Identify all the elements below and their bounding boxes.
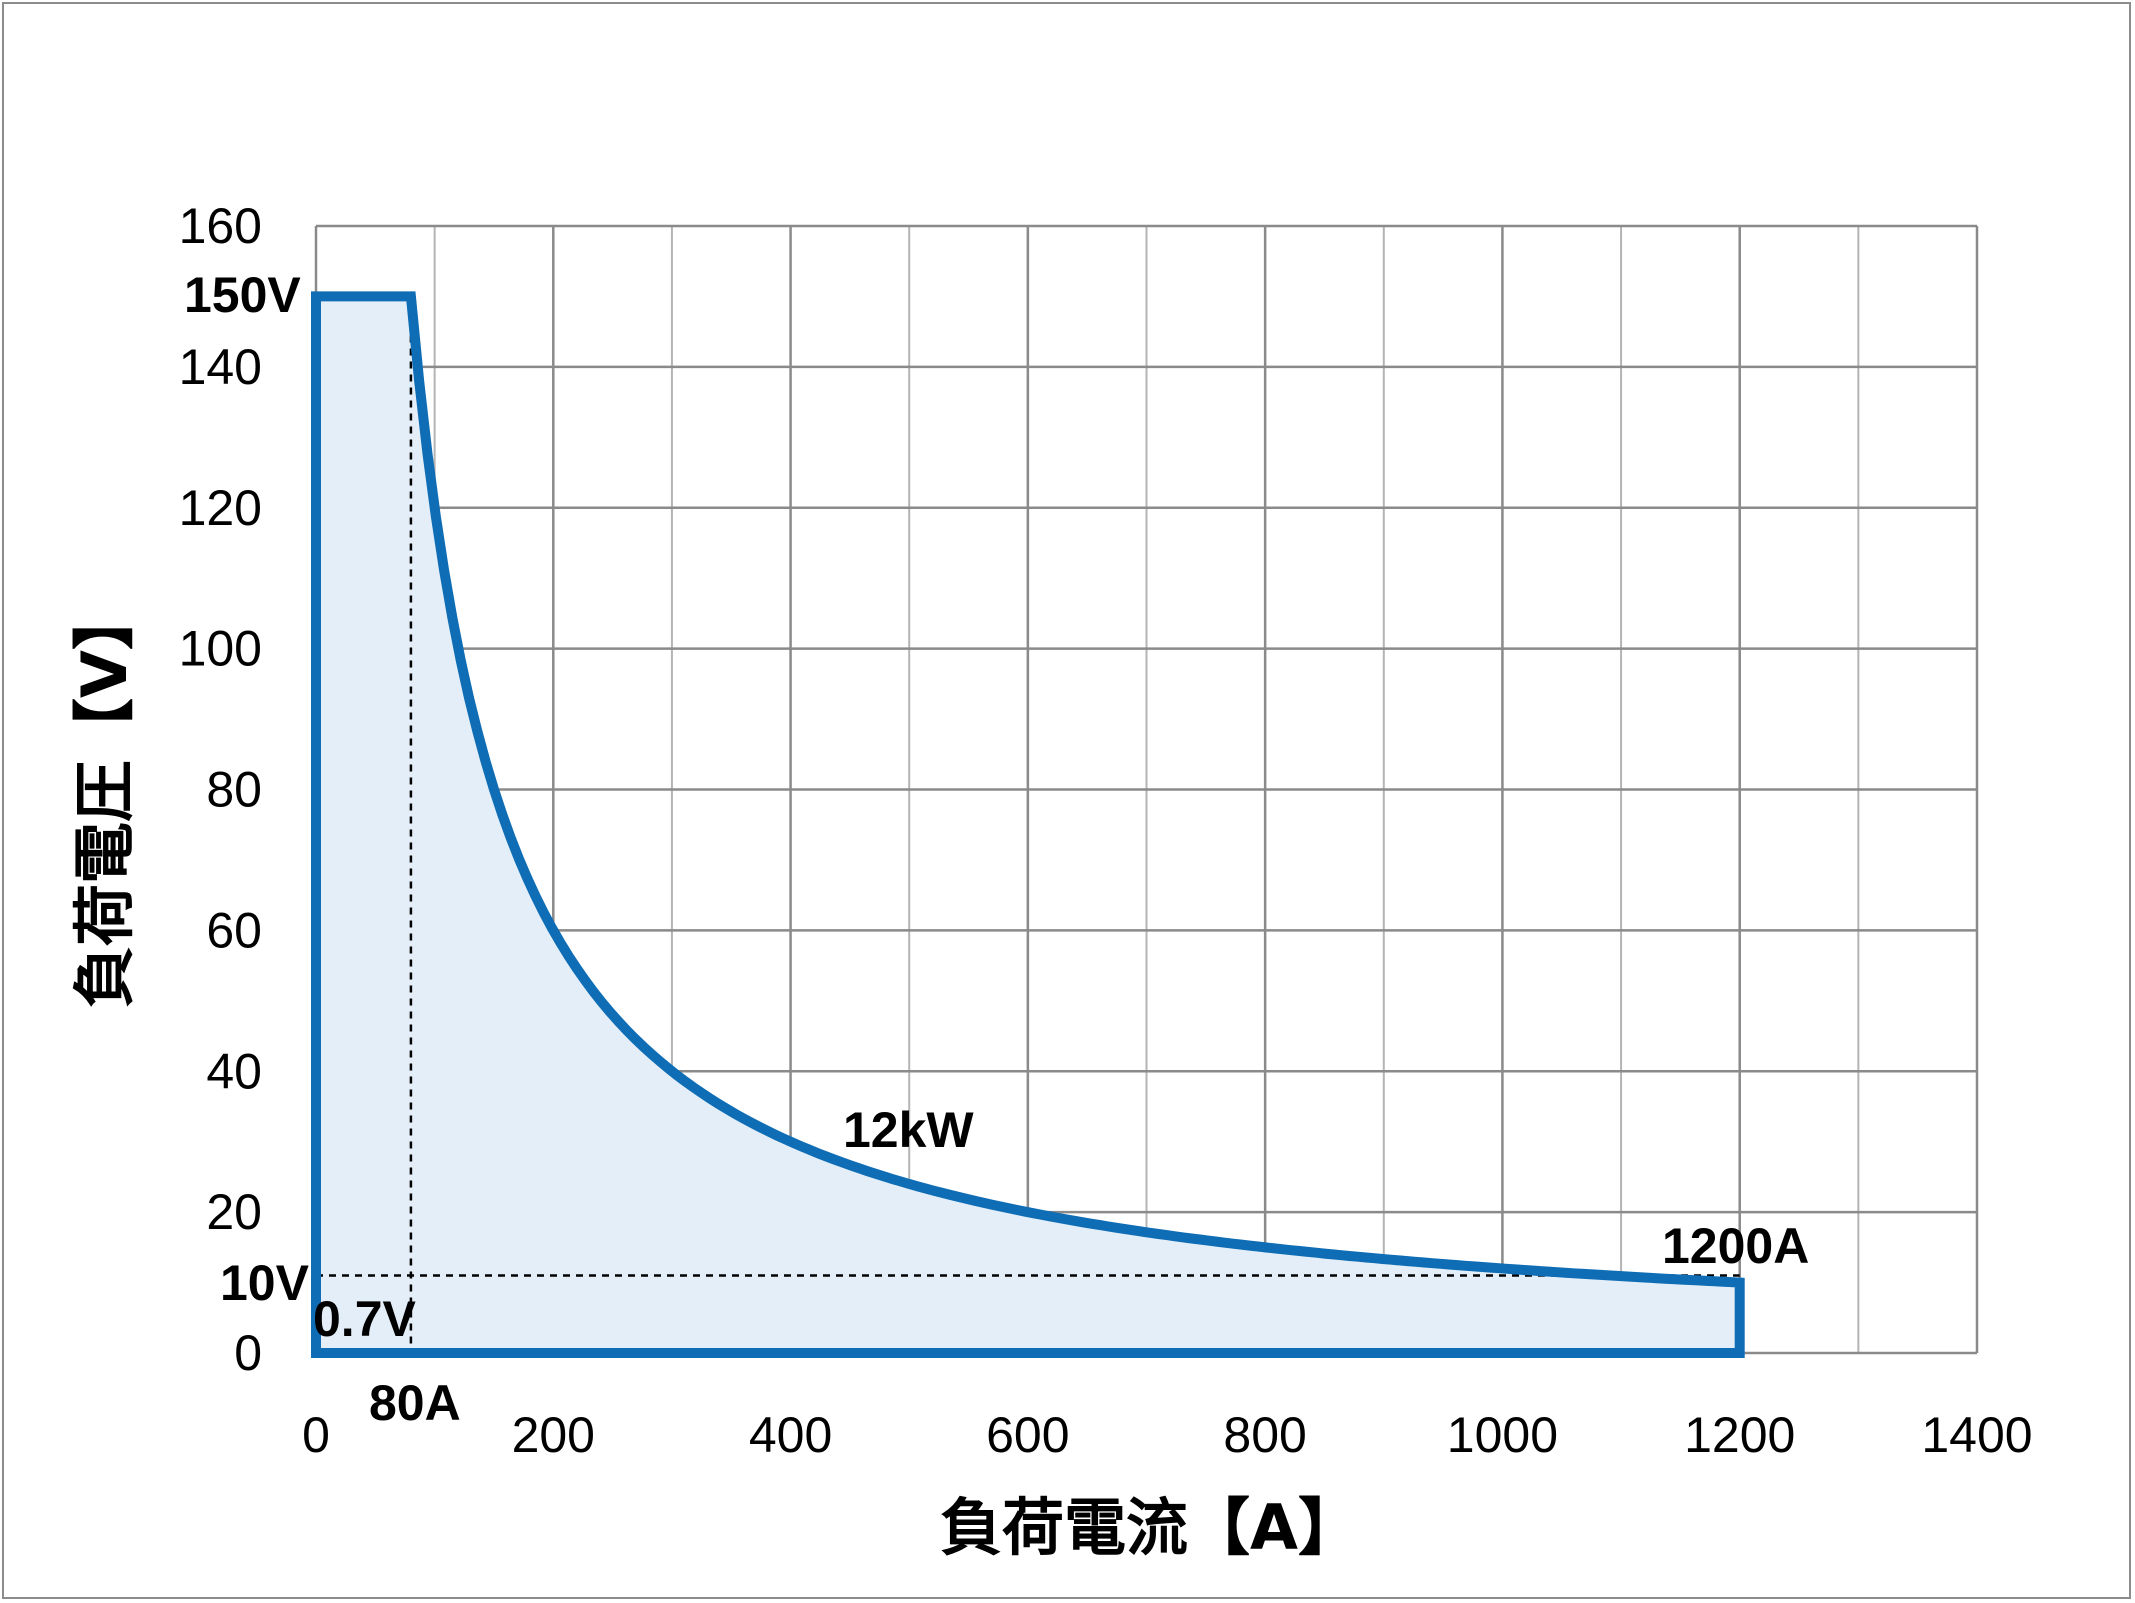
x-tick-labels: 0 200 400 600 800 1000 1200 1400 bbox=[302, 1407, 2033, 1463]
y-tick-0: 0 bbox=[234, 1325, 262, 1381]
x-tick-400: 400 bbox=[749, 1407, 832, 1463]
operating-area-fill bbox=[316, 296, 1740, 1353]
annotation-10v: 10V bbox=[220, 1255, 310, 1311]
guide-lines bbox=[316, 296, 1740, 1353]
x-tick-800: 800 bbox=[1223, 1407, 1306, 1463]
y-tick-20: 20 bbox=[206, 1184, 262, 1240]
y-tick-140: 140 bbox=[179, 339, 262, 395]
y-tick-100: 100 bbox=[179, 621, 262, 677]
x-tick-200: 200 bbox=[512, 1407, 595, 1463]
y-tick-120: 120 bbox=[179, 480, 262, 536]
annotation-0.7v: 0.7V bbox=[313, 1291, 417, 1347]
operating-envelope-line bbox=[311, 291, 1745, 1358]
x-tick-1400: 1400 bbox=[1921, 1407, 2032, 1463]
y-tick-160: 160 bbox=[179, 198, 262, 254]
annotation-1200a: 1200A bbox=[1662, 1218, 1809, 1274]
x-axis-title: 負荷電流【A】 bbox=[940, 1491, 1360, 1564]
major-gridlines bbox=[314, 224, 1979, 1355]
y-axis-title: 負荷電圧【V】 bbox=[68, 588, 141, 1008]
y-tick-40: 40 bbox=[206, 1043, 262, 1099]
x-tick-600: 600 bbox=[986, 1407, 1069, 1463]
y-tick-80: 80 bbox=[206, 762, 262, 818]
annotation-12kw: 12kW bbox=[843, 1102, 974, 1158]
y-tick-labels: 0 20 40 60 80 100 120 140 160 bbox=[179, 198, 262, 1381]
y-tick-60: 60 bbox=[206, 902, 262, 958]
annotation-80a: 80A bbox=[369, 1375, 461, 1431]
x-tick-1000: 1000 bbox=[1447, 1407, 1558, 1463]
x-tick-0: 0 bbox=[302, 1407, 330, 1463]
x-tick-1200: 1200 bbox=[1684, 1407, 1795, 1463]
annotation-150v: 150V bbox=[184, 267, 301, 323]
